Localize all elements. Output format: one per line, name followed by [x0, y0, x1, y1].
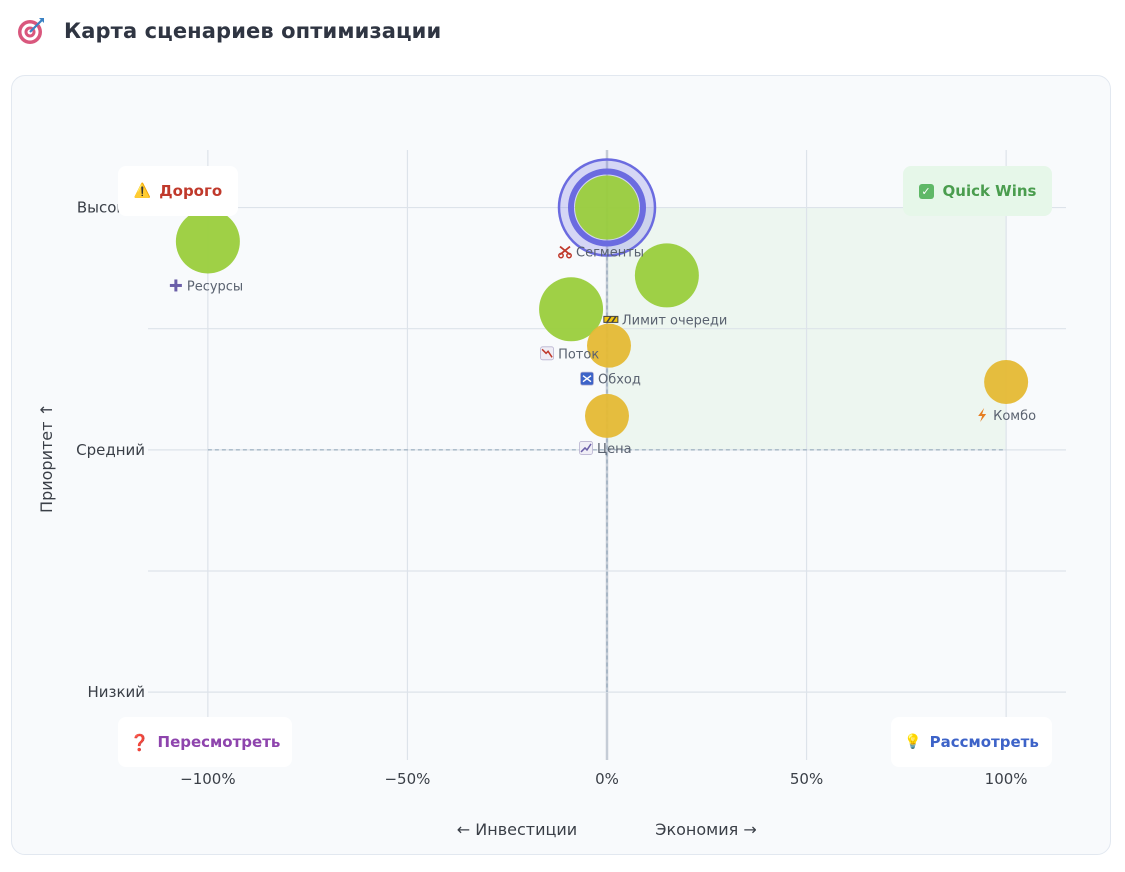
data-point: [175, 209, 240, 274]
point-label: Обход: [598, 373, 641, 388]
quadrant-badge-expensive: ⚠️ Дорого: [118, 166, 238, 216]
point-label: Сегменты: [576, 246, 644, 261]
quadrant-badge-consider: 💡 Рассмотреть: [891, 717, 1052, 767]
x-tick-label: 100%: [985, 770, 1028, 788]
question-icon: ❓: [129, 732, 150, 752]
quadrant-label-expensive: Дорого: [159, 182, 223, 200]
y-axis-label: Приоритет ↑: [37, 403, 56, 513]
x-axis-label-right: Экономия →: [655, 820, 756, 839]
x-tick-label: −50%: [384, 770, 430, 788]
data-point: [575, 175, 639, 240]
chart-down-icon: [540, 346, 554, 361]
x-tick-label: 50%: [790, 770, 823, 788]
selection-ring: [568, 168, 646, 247]
shuffle-icon: [580, 371, 594, 386]
quadrant-badge-quick-wins: ✓ Quick Wins: [903, 166, 1052, 216]
point-label: Цена: [597, 442, 632, 457]
data-point: [586, 323, 631, 368]
data-point: [539, 277, 604, 342]
lightning-icon: [978, 408, 987, 422]
page-title: Карта сценариев оптимизации: [64, 19, 442, 43]
target-dart-icon: [18, 18, 44, 44]
page-header: Карта сценариев оптимизации: [16, 14, 441, 48]
quadrant-label-reconsider: Пересмотреть: [157, 733, 281, 751]
lightbulb-icon: 💡: [904, 734, 922, 750]
x-axis-label-left: ← Инвестиции: [457, 820, 577, 839]
point-label: Лимит очереди: [622, 313, 728, 328]
x-tick-label: −100%: [180, 770, 235, 788]
quadrant-badge-reconsider: ❓ Пересмотреть: [118, 717, 292, 767]
checkbox-check-icon: ✓: [918, 183, 934, 199]
y-tick-label: Низкий: [87, 683, 145, 701]
quadrant-label-quick-wins: Quick Wins: [942, 182, 1037, 200]
quadrant-label-consider: Рассмотреть: [929, 733, 1039, 751]
point-label: Поток: [558, 347, 599, 362]
y-tick-label: Средний: [76, 441, 145, 459]
barrier-icon: [603, 315, 619, 323]
data-point: [634, 243, 699, 308]
chart-up-icon: [579, 441, 593, 455]
data-point: [585, 393, 629, 438]
x-tick-label: 0%: [595, 770, 619, 788]
plus-icon: [169, 279, 182, 292]
scissors-icon: [558, 245, 572, 259]
data-point: [984, 360, 1029, 404]
point-label: Ресурсы: [187, 279, 243, 294]
warning-icon: ⚠️: [133, 183, 152, 199]
point-label: Комбо: [993, 409, 1036, 424]
